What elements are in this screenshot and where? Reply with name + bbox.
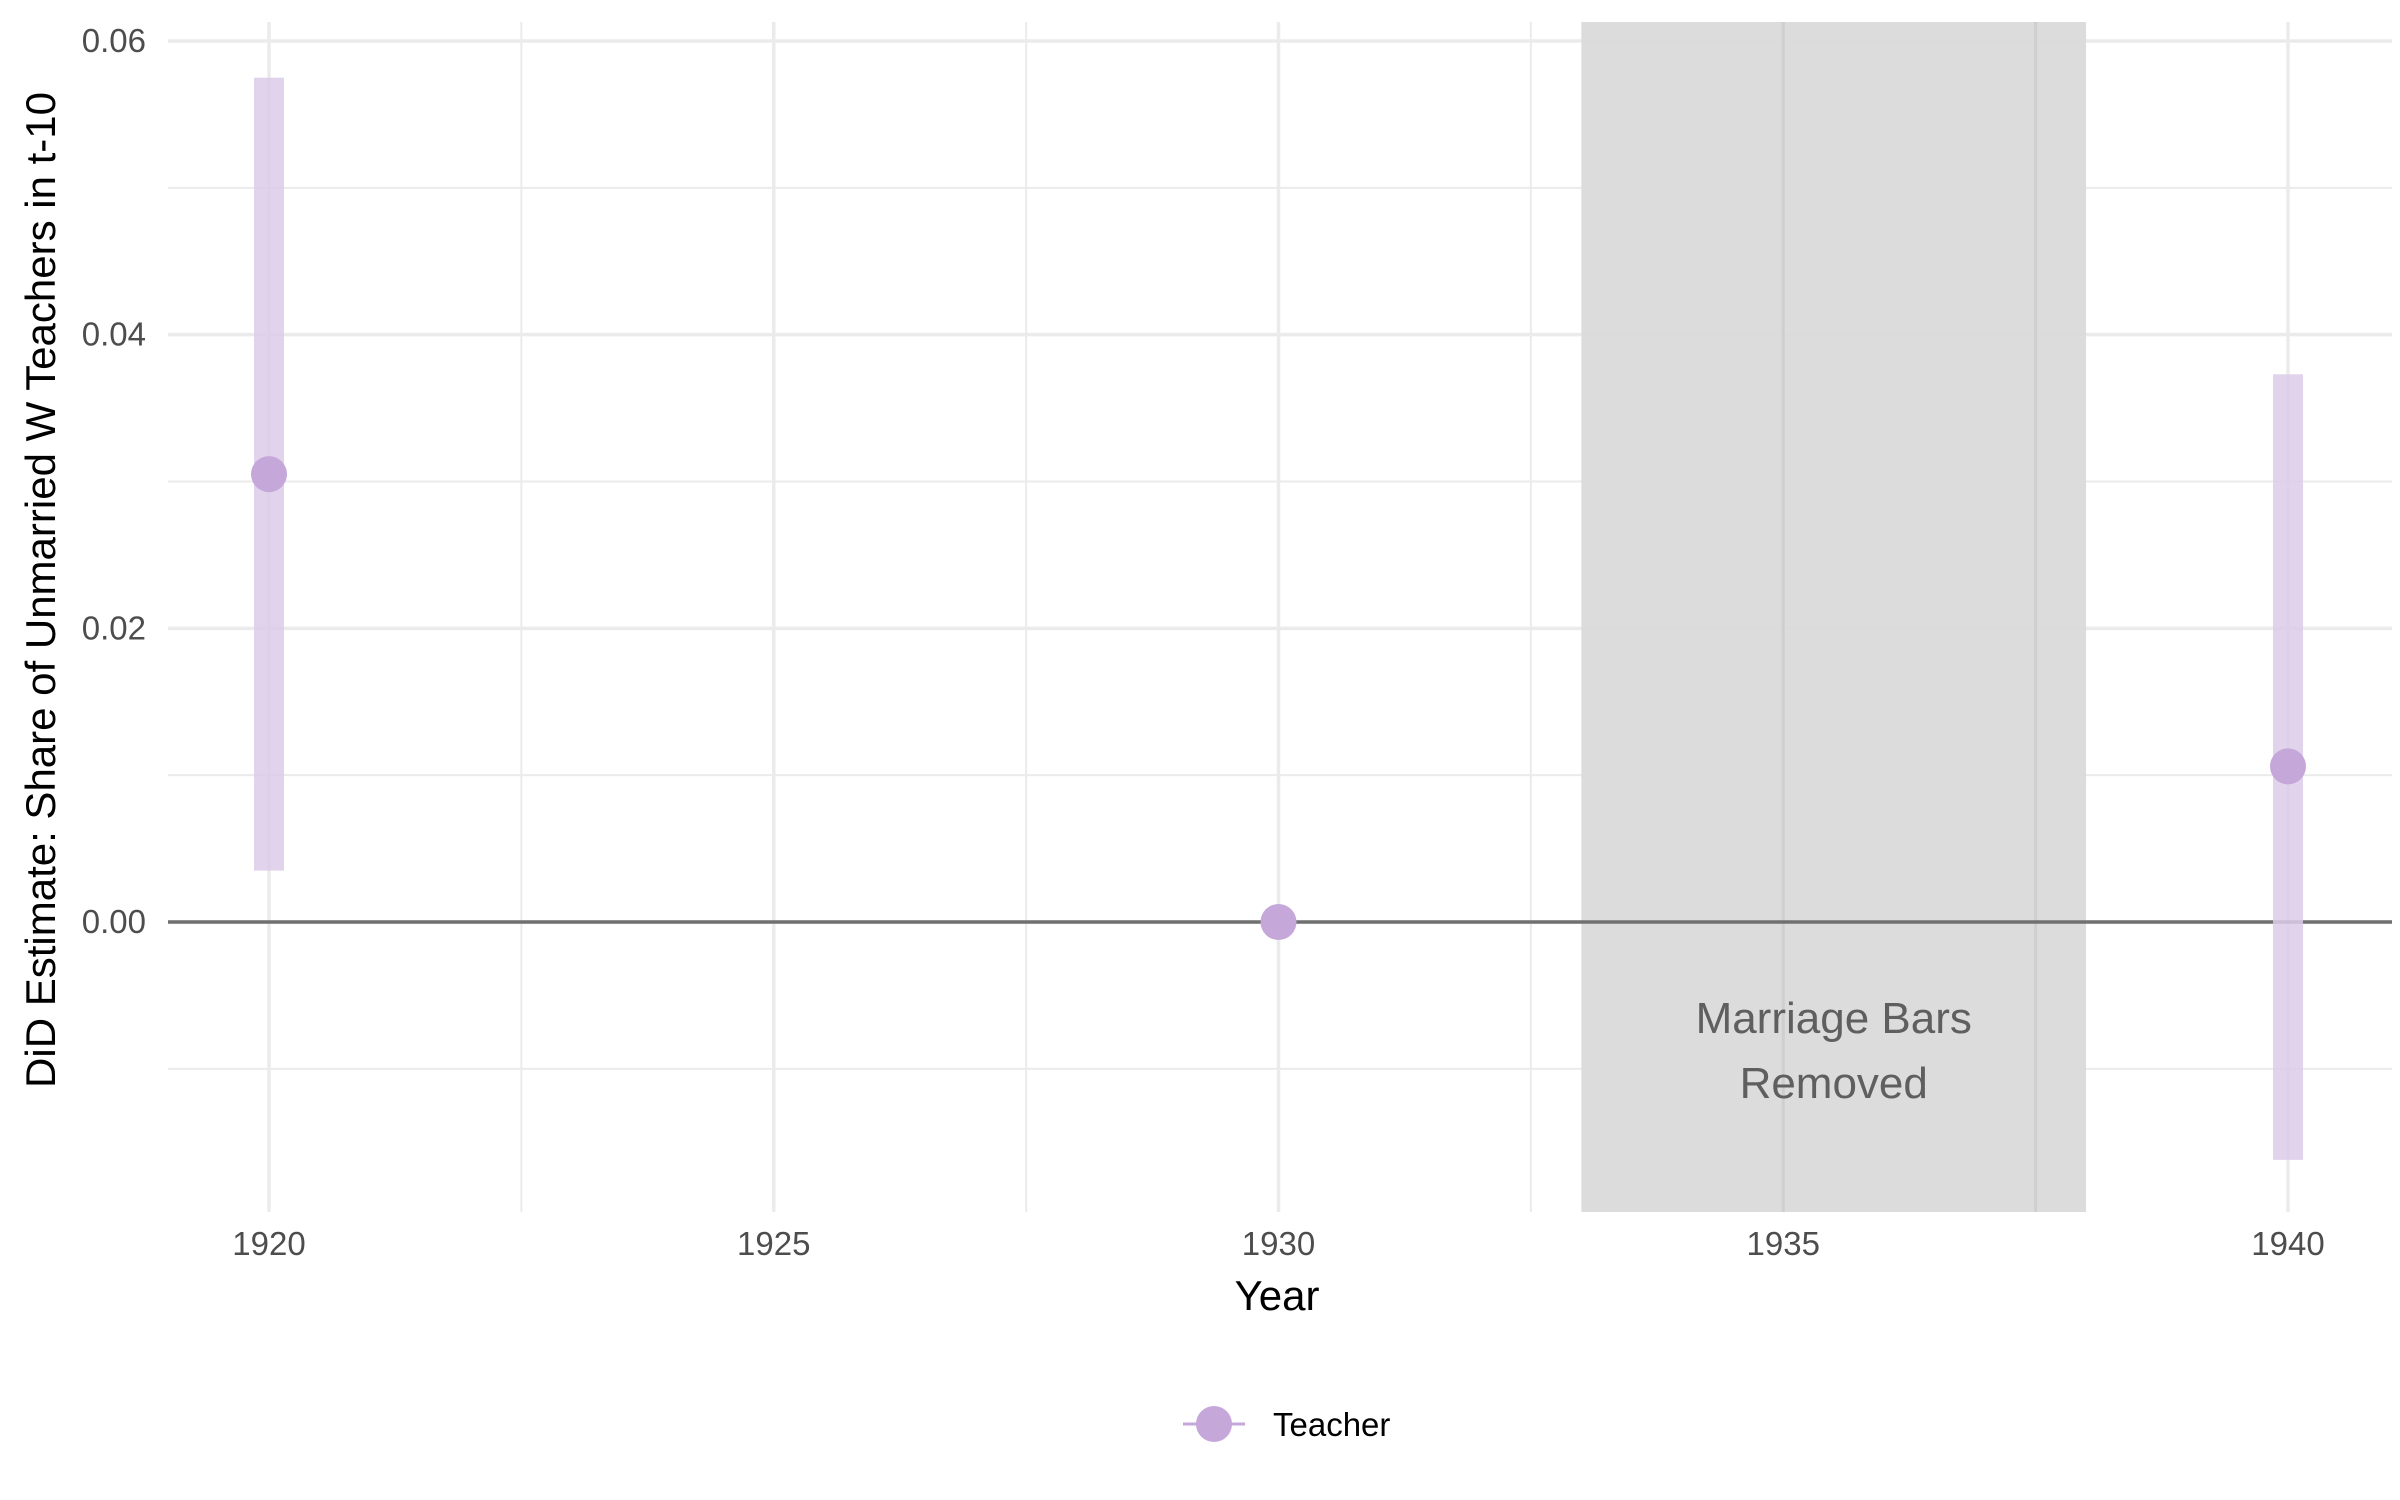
data-point xyxy=(251,456,287,493)
marriage-bars-shade xyxy=(1581,22,2087,1212)
x-tick-label: 1935 xyxy=(1747,1225,1820,1262)
shaded-region xyxy=(1581,22,2087,1212)
y-tick-label: 0.04 xyxy=(82,316,146,353)
x-tick-label: 1940 xyxy=(2251,1225,2324,1262)
shaded-region-annotation: Marriage Bars Removed xyxy=(1696,994,1972,1108)
data-points xyxy=(251,456,2306,940)
annotation-line-1: Marriage Bars xyxy=(1696,994,1972,1043)
x-tick-labels: 1920 1925 1930 1935 1940 xyxy=(232,1225,2324,1262)
y-tick-label: 0.00 xyxy=(82,903,146,940)
y-tick-label: 0.06 xyxy=(82,22,146,59)
y-tick-labels: 0.00 0.02 0.04 0.06 xyxy=(82,22,146,940)
x-tick-label: 1930 xyxy=(1242,1225,1315,1262)
y-tick-label: 0.02 xyxy=(82,609,146,646)
legend-label-teacher: Teacher xyxy=(1273,1406,1390,1443)
x-tick-label: 1920 xyxy=(232,1225,305,1262)
x-tick-label: 1925 xyxy=(737,1225,810,1262)
x-axis-title: Year xyxy=(1235,1272,1320,1319)
data-point xyxy=(1260,904,1297,940)
annotation-line-2: Removed xyxy=(1740,1059,1928,1108)
legend-key-marker xyxy=(1196,1406,1232,1442)
y-axis-title: DiD Estimate: Share of Unmarried W Teach… xyxy=(17,92,64,1088)
data-point xyxy=(2270,748,2306,785)
legend: Teacher xyxy=(1183,1406,1390,1443)
